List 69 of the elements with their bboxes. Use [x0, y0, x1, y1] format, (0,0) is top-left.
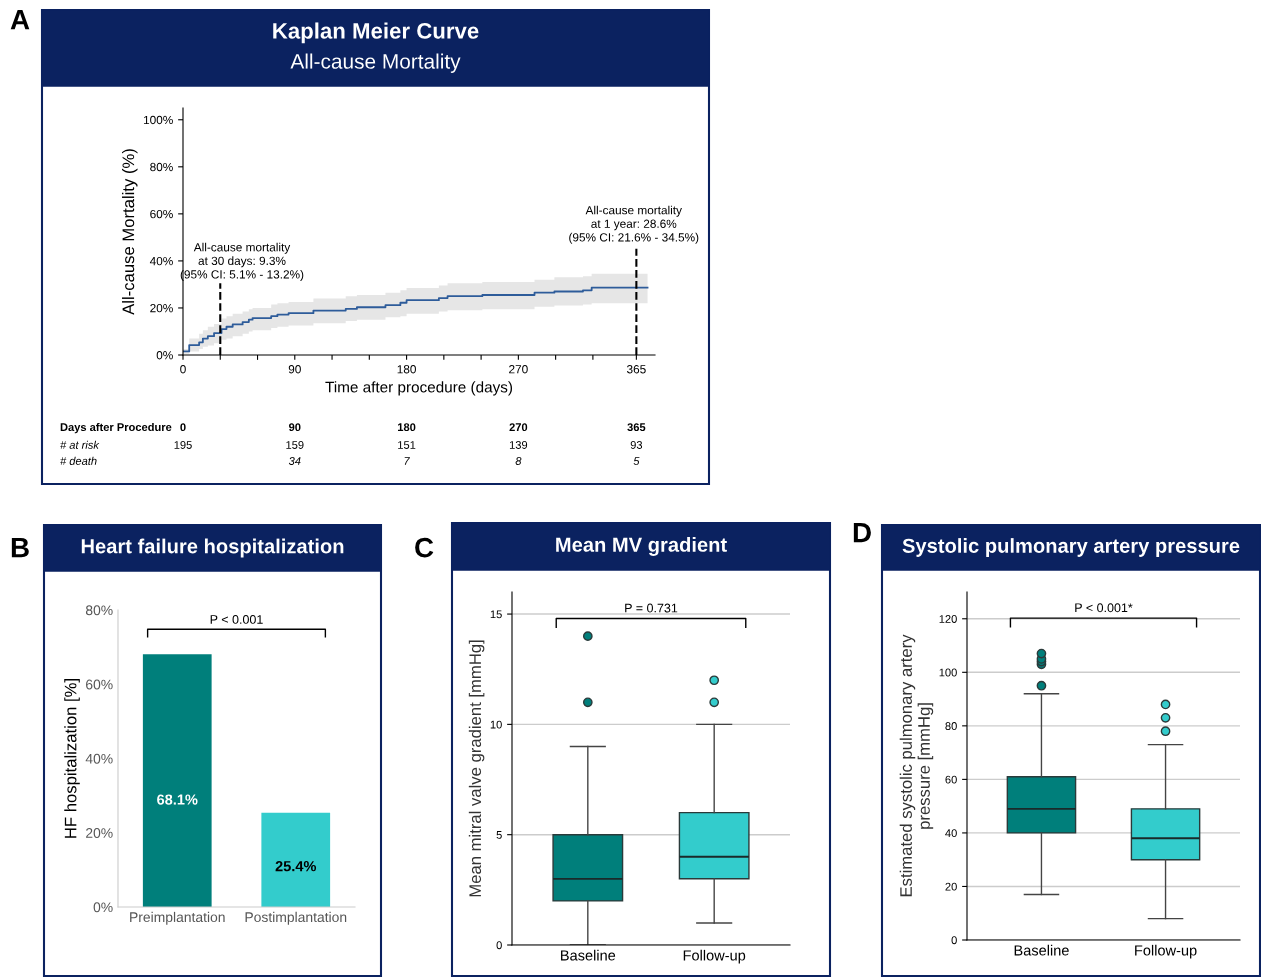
text: B [11, 538, 29, 558]
y-tick-label: 80 [945, 722, 957, 730]
y-tick-label: 80% [150, 162, 173, 172]
text: 365 [626, 365, 646, 374]
y-tick-label: 60 [945, 775, 957, 784]
y-tick-label: 0% [93, 902, 113, 913]
text: Days after Procedure [60, 422, 172, 434]
text: 7 [404, 457, 411, 465]
x-tick-label: 365 [627, 423, 646, 432]
chart-title: Heart failure hospitalization [81, 538, 344, 558]
y-axis-title: Estimated systolic pulmonary artery pressure [mmHg] [899, 634, 934, 897]
y-tick-label: 60% [86, 679, 113, 690]
x-tick-label: 180 [398, 423, 416, 432]
text: 93 [630, 441, 643, 449]
data-label: 68.1% [157, 794, 198, 805]
y-tick-label: 40% [149, 256, 173, 266]
y-tick-label: 80% [85, 605, 113, 616]
chart-subtitle: All-cause Mortality [290, 53, 461, 73]
y-tick-label: 40% [85, 753, 113, 764]
x-tick-label: 0 [180, 423, 186, 432]
text: C [415, 537, 434, 558]
y-tick-label: 40 [945, 829, 957, 838]
x-tick-label: 90 [289, 423, 301, 432]
data-label: 25.4% [275, 860, 317, 872]
y-tick-label: 0% [156, 351, 173, 360]
text: 34 [288, 457, 301, 465]
y-tick-label: 15 [490, 610, 502, 619]
annotation: All-cause mortality at 1 year: 28.6% (95% CI: 21.6% - 34.5%) [569, 205, 699, 244]
text: # death [60, 456, 97, 465]
text: 270 [509, 365, 528, 374]
y-tick-label: 20 [945, 882, 957, 891]
text: 159 [286, 441, 304, 449]
annotation: P < 0.001 [210, 615, 263, 624]
text: 195 [174, 441, 192, 449]
y-tick-label: 100% [143, 115, 173, 125]
x-tick-label: 270 [509, 423, 528, 432]
x-tick-label: Follow-up [683, 949, 746, 964]
x-axis-title: Time after procedure (days) [325, 381, 513, 396]
y-tick-label: 10 [490, 720, 502, 729]
chart-title: Kaplan Meier Curve [273, 22, 479, 44]
y-tick-label: 0 [951, 936, 957, 945]
x-tick-label: Follow-up [1135, 944, 1197, 959]
chart-title: Systolic pulmonary artery pressure [902, 538, 1240, 557]
y-axis-title: Mean mitral valve gradient [mmHg] [468, 640, 485, 897]
x-tick-label: Postimplantation [245, 911, 347, 925]
text: 8 [515, 457, 522, 465]
y-tick-label: 60% [150, 209, 173, 219]
y-tick-label: 120 [939, 615, 957, 623]
text: 151 [398, 441, 416, 449]
text: A [10, 10, 30, 30]
text: 180 [397, 365, 416, 374]
x-tick-label: Baseline [1014, 944, 1069, 956]
text: # at risk [60, 440, 100, 449]
y-tick-label: 20% [150, 303, 173, 313]
text: D [853, 523, 871, 543]
x-tick-label: Preimplantation [130, 911, 225, 925]
text: 5 [633, 457, 640, 465]
text: 0 [180, 365, 186, 374]
y-tick-label: 5 [496, 831, 502, 839]
y-tick-label: 100 [939, 668, 957, 677]
text: 90 [288, 365, 301, 374]
annotation: P = 0.731 [625, 603, 678, 613]
annotation: P < 0.001* [1075, 603, 1133, 613]
y-axis-title: All-cause Mortality (%) [121, 149, 138, 315]
y-axis-title: HF hospitalization [%] [64, 679, 80, 838]
x-tick-label: Baseline [561, 949, 616, 961]
text: 139 [509, 441, 528, 449]
y-tick-label: 20% [86, 828, 113, 838]
chart-title: Mean MV gradient [556, 537, 727, 556]
